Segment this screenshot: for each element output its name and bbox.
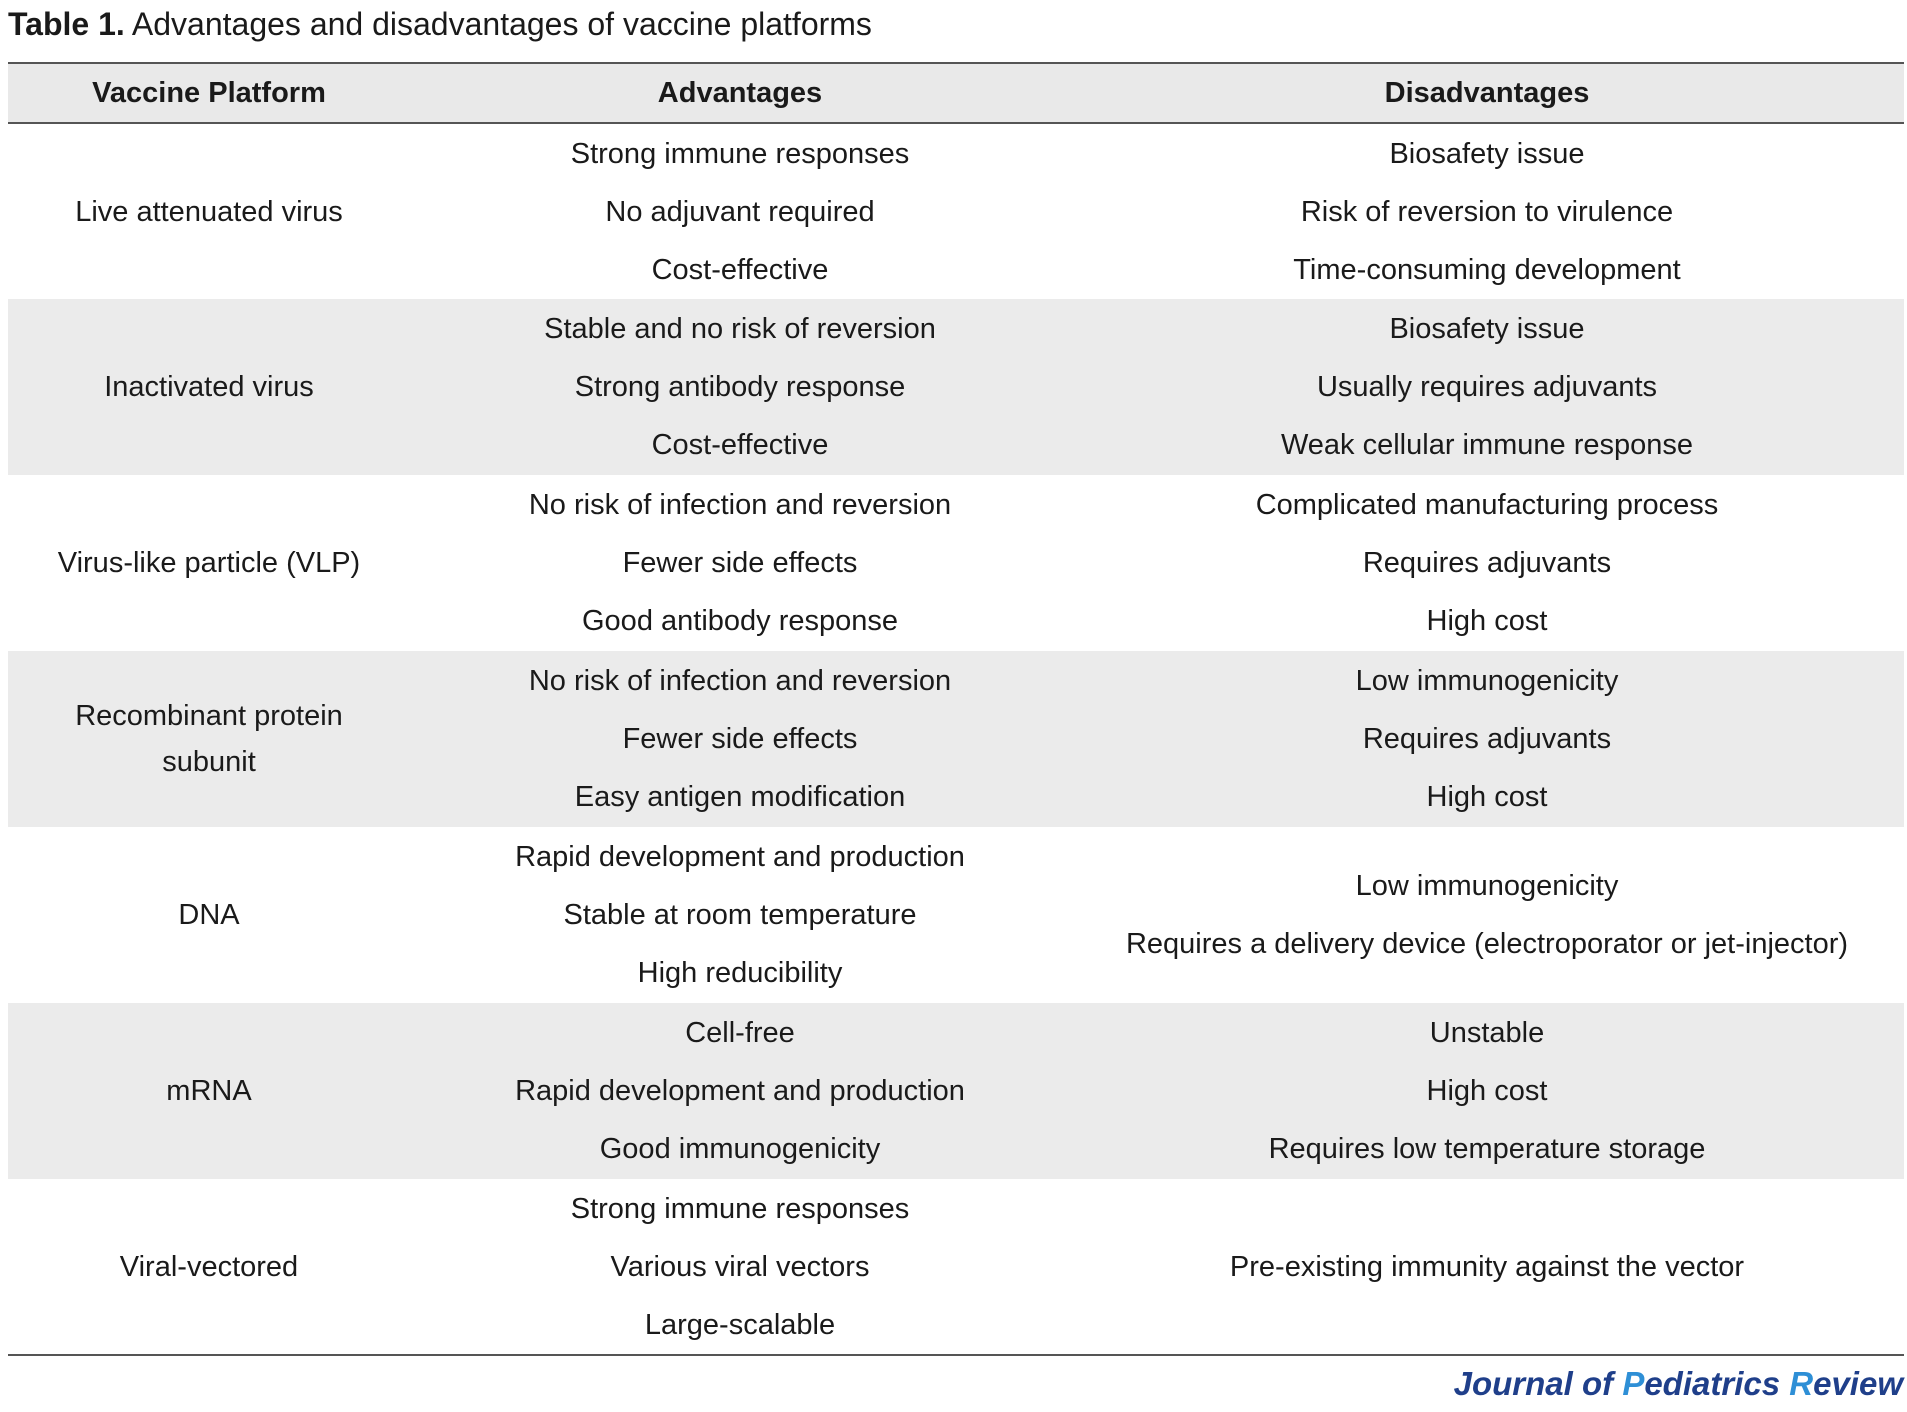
advantages-cell: Rapid development and production Stable … (410, 827, 1070, 1003)
disadvantage-item: Requires low temperature storage (1268, 1133, 1706, 1165)
disadvantages-cell: Unstable High cost Requires low temperat… (1070, 1003, 1904, 1179)
advantage-item: No risk of infection and reversion (528, 489, 952, 521)
advantage-item: Cell-free (685, 1017, 795, 1049)
disadvantages-cell: Biosafety issue Usually requires adjuvan… (1070, 299, 1904, 475)
platform-cell: Virus-like particle (VLP) (8, 475, 410, 651)
platform-name: Inactivated virus (104, 371, 314, 403)
advantage-item: Cost-effective (651, 253, 829, 286)
disadvantage-item: Biosafety issue (1389, 313, 1585, 345)
advantage-item: No risk of infection and reversion (528, 665, 952, 697)
disadvantage-item: High cost (1426, 1075, 1548, 1107)
advantage-item: Fewer side effects (622, 547, 858, 579)
advantage-item: Good antibody response (582, 605, 898, 637)
advantage-item: Rapid development and production (515, 1075, 965, 1107)
disadvantage-item: Weak cellular immune response (1280, 429, 1694, 461)
disadvantage-item: Pre-existing immunity against the vector (1229, 1250, 1745, 1283)
advantage-item: Strong immune responses (570, 1192, 910, 1225)
disadvantage-item: Usually requires adjuvants (1316, 371, 1658, 403)
platform-name: Virus-like particle (VLP) (57, 547, 361, 579)
disadvantage-item: Unstable (1429, 1017, 1545, 1049)
advantage-item: Large-scalable (644, 1308, 836, 1341)
disadvantages-cell: Biosafety issue Risk of reversion to vir… (1070, 123, 1904, 299)
advantages-cell: No risk of infection and reversion Fewer… (410, 651, 1070, 827)
disadvantage-item: Complicated manufacturing process (1255, 489, 1719, 521)
advantage-item: No adjuvant required (605, 195, 875, 228)
advantage-item: Easy antigen modification (574, 781, 906, 813)
journal-word-eview: eview (1813, 1365, 1903, 1402)
disadvantage-item: Requires adjuvants (1362, 723, 1612, 755)
platform-cell: Recombinant protein subunit (8, 651, 410, 827)
disadvantage-item: Requires adjuvants (1362, 547, 1612, 579)
table-row: Live attenuated virus Strong immune resp… (8, 123, 1904, 299)
header-platform: Vaccine Platform (8, 62, 410, 124)
advantage-item: Fewer side effects (622, 723, 858, 755)
disadvantages-cell: Complicated manufacturing process Requir… (1070, 475, 1904, 651)
journal-letter-p: P (1622, 1365, 1645, 1402)
advantage-item: Rapid development and production (515, 841, 965, 873)
table-caption: Table 1. Advantages and disadvantages of… (8, 4, 872, 44)
advantage-item: Strong antibody response (574, 371, 906, 403)
table-container: Vaccine Platform Advantages Disadvantage… (8, 62, 1904, 1356)
platform-name: Viral-vectored (119, 1250, 299, 1283)
disadvantage-item: Low immunogenicity (1355, 665, 1619, 697)
platform-name: Recombinant protein subunit (75, 700, 343, 778)
table-row: DNA Rapid development and production Sta… (8, 827, 1904, 1003)
advantages-cell: Cell-free Rapid development and producti… (410, 1003, 1070, 1179)
platform-cell: Viral-vectored (8, 1179, 410, 1356)
disadvantage-item: High cost (1426, 781, 1548, 813)
caption-label: Table 1. (8, 6, 125, 42)
platform-name: mRNA (166, 1075, 252, 1107)
platform-cell: Inactivated virus (8, 299, 410, 475)
caption-text: Advantages and disadvantages of vaccine … (124, 6, 872, 42)
journal-word-journal: Journal of (1453, 1365, 1623, 1402)
advantage-item: Cost-effective (651, 429, 829, 461)
journal-name: Journal of Pediatrics Review (1454, 1365, 1903, 1403)
disadvantage-item: Requires a delivery device (electroporat… (1125, 928, 1849, 960)
disadvantages-cell: Low immunogenicity Requires a delivery d… (1070, 827, 1904, 1003)
advantages-cell: Stable and no risk of reversion Strong a… (410, 299, 1070, 475)
header-advantages: Advantages (410, 62, 1070, 124)
table-row: mRNA Cell-free Rapid development and pro… (8, 1003, 1904, 1179)
disadvantages-cell: Pre-existing immunity against the vector (1070, 1179, 1904, 1356)
advantage-item: Stable and no risk of reversion (544, 313, 936, 345)
table-row: Recombinant protein subunit No risk of i… (8, 651, 1904, 827)
platform-cell: mRNA (8, 1003, 410, 1179)
platform-name: Live attenuated virus (75, 195, 343, 228)
advantage-item: Good immunogenicity (599, 1133, 881, 1165)
table-row: Viral-vectored Strong immune responses V… (8, 1179, 1904, 1356)
platform-cell: DNA (8, 827, 410, 1003)
journal-word-ediatrics: ediatrics (1644, 1365, 1790, 1402)
disadvantage-item: Low immunogenicity (1355, 870, 1619, 902)
advantage-item: Stable at room temperature (563, 899, 917, 931)
advantages-cell: No risk of infection and reversion Fewer… (410, 475, 1070, 651)
journal-letter-r: R (1789, 1365, 1814, 1402)
platform-cell: Live attenuated virus (8, 123, 410, 299)
vaccine-platform-table: Vaccine Platform Advantages Disadvantage… (8, 62, 1904, 1356)
header-row: Vaccine Platform Advantages Disadvantage… (8, 62, 1904, 124)
table-row: Virus-like particle (VLP) No risk of inf… (8, 475, 1904, 651)
table-row: Inactivated virus Stable and no risk of … (8, 299, 1904, 475)
platform-name: DNA (178, 899, 240, 931)
disadvantages-cell: Low immunogenicity Requires adjuvants Hi… (1070, 651, 1904, 827)
advantage-item: Various viral vectors (610, 1250, 870, 1283)
disadvantage-item: Risk of reversion to virulence (1300, 195, 1674, 228)
disadvantage-item: High cost (1426, 605, 1548, 637)
advantages-cell: Strong immune responses No adjuvant requ… (410, 123, 1070, 299)
header-disadvantages: Disadvantages (1070, 62, 1904, 124)
advantages-cell: Strong immune responses Various viral ve… (410, 1179, 1070, 1356)
advantage-item: Strong immune responses (570, 137, 910, 170)
disadvantage-item: Time-consuming development (1293, 253, 1681, 286)
disadvantage-item: Biosafety issue (1389, 137, 1585, 170)
advantage-item: High reducibility (637, 957, 843, 989)
